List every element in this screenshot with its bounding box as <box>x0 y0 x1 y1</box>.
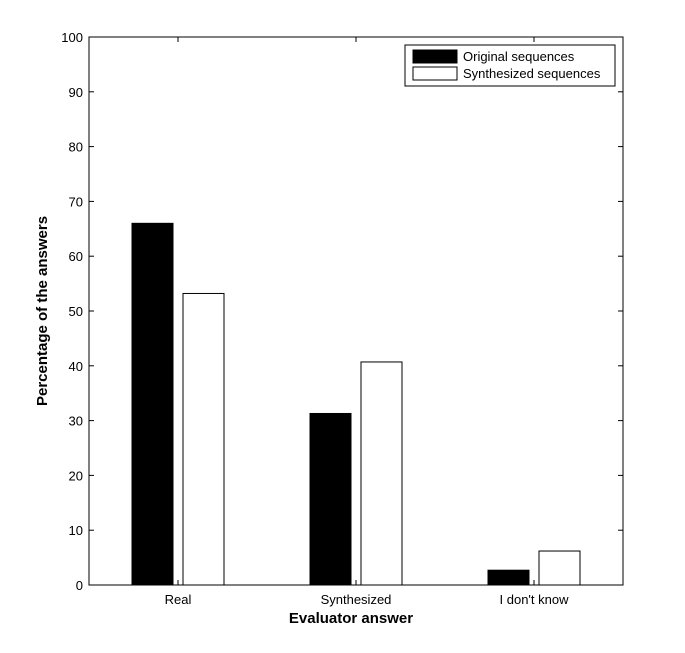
y-tick-label: 90 <box>69 85 83 100</box>
y-tick-label: 70 <box>69 194 83 209</box>
bar-original-0 <box>131 222 174 586</box>
legend-label-original: Original sequences <box>463 49 575 64</box>
bar-synthesized-2 <box>538 550 581 586</box>
y-axis: 0 10 20 30 40 50 60 70 80 90 100 <box>61 30 623 593</box>
y-tick-label: 0 <box>76 578 83 593</box>
x-axis: Real Synthesized I don't know <box>165 37 569 607</box>
y-tick-label: 60 <box>69 249 83 264</box>
y-tick-label: 30 <box>69 414 83 429</box>
legend: Original sequences Synthesized sequences <box>404 44 616 87</box>
bar-synthesized-1 <box>360 361 403 586</box>
bar-original-2 <box>487 569 530 586</box>
y-tick-label: 10 <box>69 523 83 538</box>
y-tick-label: 50 <box>69 304 83 319</box>
x-tick-label: Synthesized <box>321 592 392 607</box>
legend-swatch-original <box>412 49 458 64</box>
x-tick-label: I don't know <box>500 592 570 607</box>
y-tick-label: 80 <box>69 140 83 155</box>
x-tick-label: Real <box>165 592 192 607</box>
legend-label-synthesized: Synthesized sequences <box>463 66 601 81</box>
y-tick-label: 40 <box>69 359 83 374</box>
bar-synthesized-0 <box>182 292 225 586</box>
y-axis-title: Percentage of the answers <box>34 216 51 406</box>
legend-swatch-synthesized <box>412 66 458 81</box>
y-tick-label: 20 <box>69 468 83 483</box>
bar-original-1 <box>309 412 352 586</box>
x-axis-title: Evaluator answer <box>289 610 413 627</box>
y-tick-label: 100 <box>61 30 83 45</box>
bars <box>131 222 581 586</box>
